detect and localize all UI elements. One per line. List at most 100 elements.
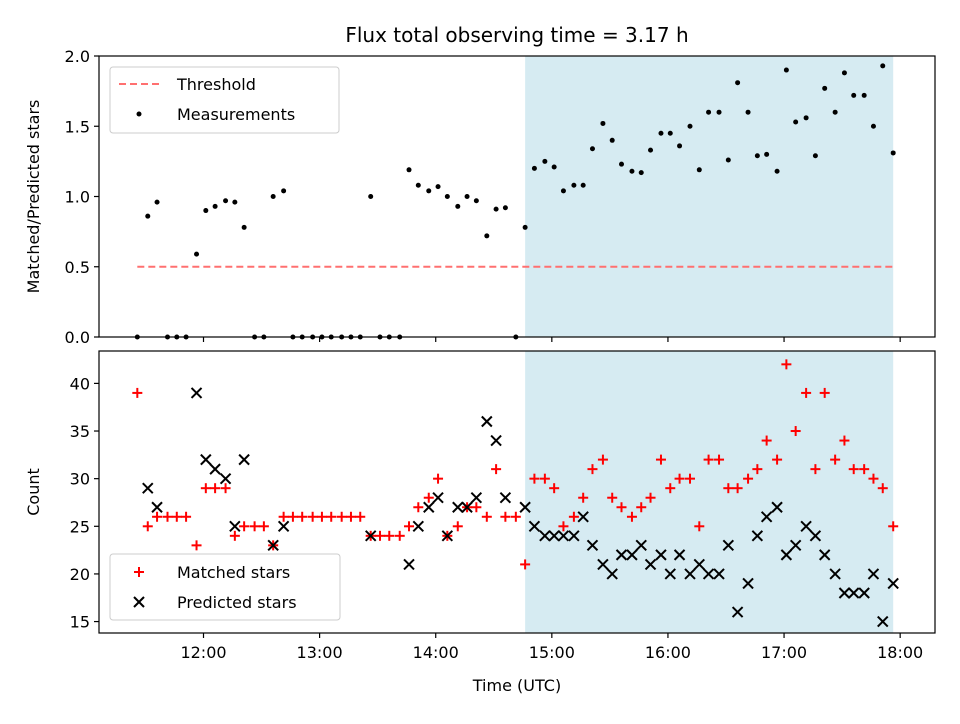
predicted-stars-point: [731, 606, 744, 618]
predicted-stars-point: [789, 539, 802, 552]
predicted-stars-point: [693, 558, 706, 571]
matched-stars-point: [539, 473, 550, 484]
matched-stars-point: [761, 435, 772, 446]
matched-stars-point: [171, 511, 182, 522]
matched-stars-point: [152, 511, 163, 522]
predicted-stars-point: [586, 539, 599, 552]
measurement-point: [745, 109, 751, 115]
predicted-stars-point: [441, 530, 454, 542]
predicted-stars-point: [673, 549, 686, 561]
matched-stars-point: [452, 521, 463, 532]
predicted-stars-point: [635, 539, 647, 552]
matched-stars-point: [703, 454, 714, 465]
predicted-stars-point: [200, 453, 212, 466]
measurement-point: [812, 153, 818, 159]
matched-stars-point: [326, 511, 337, 522]
predicted-stars-point: [713, 568, 725, 580]
matched-stars-point: [258, 521, 269, 532]
measurement-point: [754, 153, 760, 159]
matched-stars-point: [413, 502, 424, 513]
predicted-stars-point: [364, 530, 377, 542]
predicted-stars-point: [528, 520, 541, 533]
matched-stars-point: [868, 473, 879, 484]
matched-stars-point: [819, 387, 830, 398]
matched-stars-point: [297, 511, 308, 522]
predicted-stars-point: [644, 558, 657, 571]
y-tick-label: 1.5: [65, 117, 90, 136]
measurement-point: [783, 67, 789, 73]
predicted-stars-point: [151, 501, 163, 513]
predicted-stars-point: [519, 501, 531, 513]
predicted-stars-point: [780, 549, 793, 561]
count-panel: 12:00 13:00 14:00 15:00 16:00 17:00 18:00 15 20…: [24, 350, 936, 695]
predicted-stars-point: [887, 577, 899, 590]
matched-stars-point: [665, 483, 676, 494]
count-legend-box: [109, 553, 341, 621]
measurement-point: [531, 165, 537, 171]
count-y-axis: 15 20 25 30 35 40: [70, 374, 99, 632]
y-tick-label: 0.5: [65, 258, 90, 277]
measurement-point: [270, 194, 276, 199]
predicted-stars-point: [548, 530, 560, 542]
measurement-point: [667, 130, 673, 136]
y-tick-label: 40: [70, 374, 90, 393]
predicted-stars-point: [702, 568, 715, 580]
ratio-y-axis-label: Matched/Predicted stars: [24, 100, 43, 294]
measurement-point: [571, 182, 577, 188]
matched-stars-point: [810, 464, 821, 475]
measurement-point: [619, 161, 624, 167]
matched-stars-point: [674, 473, 685, 484]
y-tick-label: 25: [70, 517, 90, 536]
legend-predicted-swatch: [133, 596, 145, 608]
measurement-point: [851, 92, 857, 98]
matched-stars-point: [229, 530, 240, 541]
measurement-point: [735, 80, 741, 86]
matched-stars-series: [132, 359, 899, 570]
measurement-point: [232, 199, 238, 205]
measurement-point: [542, 158, 548, 164]
x-tick-label: 15:00: [529, 643, 575, 662]
matched-stars-point: [801, 387, 812, 398]
predicted-stars-point: [626, 549, 638, 561]
matched-stars-point: [888, 521, 899, 532]
measurement-point: [368, 194, 374, 199]
matched-stars-point: [239, 521, 250, 532]
measurement-point: [203, 208, 209, 214]
ratio-panel: 0.00.51.01.52.0 Matched/Predicted stars …: [24, 47, 936, 347]
predicted-stars-point: [771, 501, 783, 513]
predicted-stars-point: [809, 530, 822, 542]
predicted-stars-point: [848, 587, 860, 599]
measurement-point: [870, 123, 876, 129]
predicted-stars-point: [577, 511, 589, 523]
matched-stars-point: [384, 530, 395, 541]
measurement-point: [435, 184, 441, 190]
matched-stars-point: [859, 464, 870, 475]
measurement-point: [861, 92, 867, 98]
matched-stars-point: [345, 511, 356, 522]
x-tick-label: 18:00: [877, 643, 923, 662]
legend-predicted-label: Predicted stars: [177, 593, 297, 612]
predicted-stars-point: [557, 530, 570, 542]
predicted-stars-point: [209, 463, 221, 475]
matched-stars-point: [278, 511, 289, 522]
y-tick-label: 15: [70, 613, 90, 632]
predicted-stars-point: [539, 530, 551, 542]
count-legend: Matched stars Predicted stars: [109, 553, 341, 621]
x-tick-label: 14:00: [413, 643, 459, 662]
chart-title: Flux total observing time = 3.17 h: [345, 23, 688, 47]
matched-stars-point: [423, 492, 434, 503]
matched-stars-point: [607, 492, 618, 503]
matched-stars-point: [520, 559, 531, 570]
y-tick-label: 30: [70, 470, 90, 489]
measurement-point: [464, 194, 470, 199]
predicted-stars-point: [142, 482, 154, 494]
count-x-axis: 12:00 13:00 14:00 15:00 16:00 17:00 18:00: [180, 633, 923, 662]
matched-stars-point: [510, 511, 521, 522]
predicted-stars-point: [229, 520, 241, 533]
matched-stars-point: [597, 454, 608, 465]
predicted-stars-point: [568, 530, 580, 542]
predicted-stars-point: [877, 615, 889, 628]
measurement-point: [473, 198, 479, 204]
matched-stars-point: [587, 464, 598, 475]
matched-stars-point: [191, 540, 202, 551]
